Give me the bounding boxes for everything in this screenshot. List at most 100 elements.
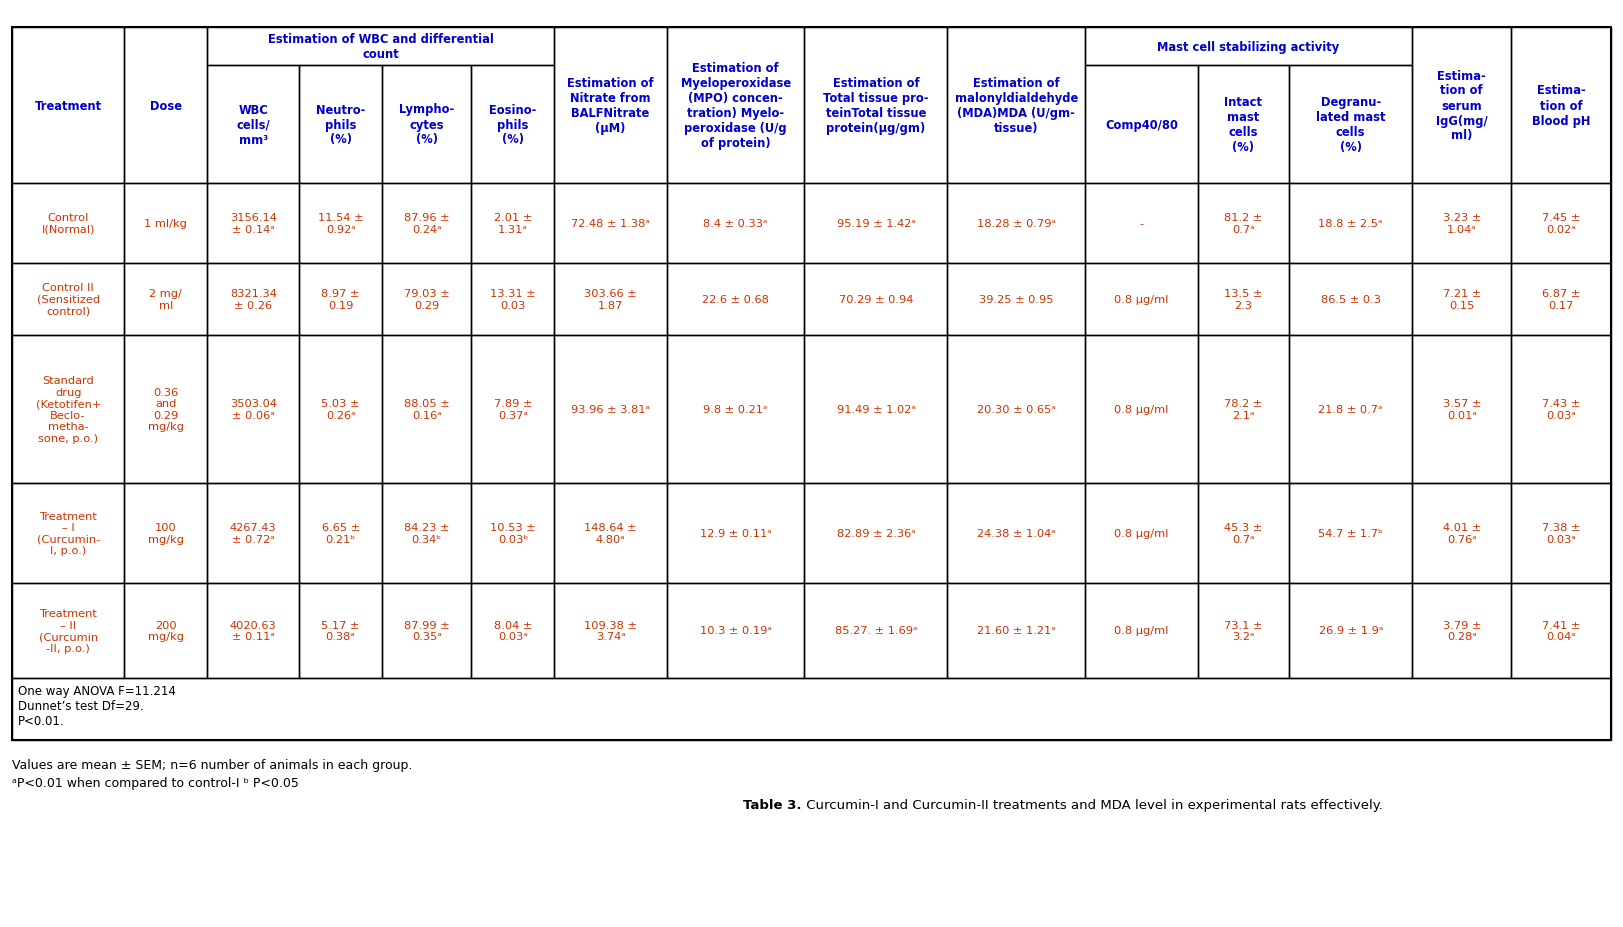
Bar [667, 184, 805, 263]
Bar [299, 583, 381, 679]
Text: -: - [1139, 219, 1144, 229]
Text: 22.6 ± 0.68: 22.6 ± 0.68 [703, 295, 769, 305]
Bar [11, 679, 1612, 740]
Bar [471, 66, 555, 184]
Text: Comp40/80: Comp40/80 [1105, 119, 1178, 132]
Text: Curcumin-I and Curcumin-II treatments and MDA level in experimental rats effecti: Curcumin-I and Curcumin-II treatments an… [802, 798, 1383, 811]
Text: WBC
cells/
mm³: WBC cells/ mm³ [237, 104, 269, 146]
Text: 11.54 ±
0.92ᵃ: 11.54 ± 0.92ᵃ [318, 213, 364, 235]
Bar [555, 184, 667, 263]
Text: One way ANOVA F=11.214
Dunnet’s test Df=29.
P<0.01.: One way ANOVA F=11.214 Dunnet’s test Df=… [18, 684, 175, 727]
Bar [1289, 184, 1412, 263]
Text: 8.4 ± 0.33ᵃ: 8.4 ± 0.33ᵃ [703, 219, 768, 229]
Bar [805, 583, 948, 679]
Text: 10.3 ± 0.19ᵃ: 10.3 ± 0.19ᵃ [700, 626, 771, 636]
Text: Standard
drug
(Ketotifen+
Beclo-
metha-
sone, p.o.): Standard drug (Ketotifen+ Beclo- metha- … [36, 375, 101, 443]
Bar [11, 28, 1612, 740]
Bar [11, 28, 125, 184]
Text: Estimation of
Nitrate from
BALFNitrate
(μM): Estimation of Nitrate from BALFNitrate (… [566, 77, 654, 134]
Text: 3.23 ±
1.04ᵃ: 3.23 ± 1.04ᵃ [1443, 213, 1480, 235]
Bar [805, 184, 948, 263]
Bar [299, 184, 381, 263]
Text: 303.66 ±
1.87: 303.66 ± 1.87 [584, 289, 636, 311]
Text: 82.89 ± 2.36ᵃ: 82.89 ± 2.36ᵃ [836, 528, 915, 539]
Text: 3.79 ±
0.28ᵃ: 3.79 ± 0.28ᵃ [1443, 620, 1480, 641]
Text: ᵃP<0.01 when compared to control-I ᵇ P<0.05: ᵃP<0.01 when compared to control-I ᵇ P<0… [11, 776, 299, 789]
Text: 6.65 ±
0.21ᵇ: 6.65 ± 0.21ᵇ [321, 523, 360, 544]
Bar [125, 28, 208, 184]
Bar [1086, 66, 1198, 184]
Text: 0.8 μg/ml: 0.8 μg/ml [1115, 528, 1169, 539]
Bar [555, 484, 667, 583]
Bar [805, 484, 948, 583]
Text: 91.49 ± 1.02ᵃ: 91.49 ± 1.02ᵃ [836, 404, 915, 414]
Text: 81.2 ±
0.7ᵃ: 81.2 ± 0.7ᵃ [1224, 213, 1263, 235]
Text: 24.38 ± 1.04ᵃ: 24.38 ± 1.04ᵃ [977, 528, 1055, 539]
Text: 1 ml/kg: 1 ml/kg [144, 219, 187, 229]
Bar [208, 484, 299, 583]
Text: 87.96 ±
0.24ᵃ: 87.96 ± 0.24ᵃ [404, 213, 450, 235]
Bar [381, 583, 471, 679]
Text: 5.17 ±
0.38ᵃ: 5.17 ± 0.38ᵃ [321, 620, 360, 641]
Text: 3.57 ±
0.01ᵃ: 3.57 ± 0.01ᵃ [1443, 399, 1480, 420]
Text: Values are mean ± SEM; n=6 number of animals in each group.: Values are mean ± SEM; n=6 number of ani… [11, 758, 412, 771]
Bar [381, 336, 471, 484]
Bar [1412, 484, 1511, 583]
Bar [208, 336, 299, 484]
Bar [948, 263, 1086, 336]
Bar [1511, 484, 1612, 583]
Text: 18.8 ± 2.5ᵃ: 18.8 ± 2.5ᵃ [1318, 219, 1383, 229]
Text: 70.29 ± 0.94: 70.29 ± 0.94 [839, 295, 914, 305]
Text: Estimation of
malonyldialdehyde
(MDA)MDA (U/gm-
tissue): Estimation of malonyldialdehyde (MDA)MDA… [954, 77, 1078, 134]
Bar [1412, 28, 1511, 184]
Bar [1289, 263, 1412, 336]
Bar [667, 583, 805, 679]
Bar [125, 336, 208, 484]
Text: 85.27. ± 1.69ᵃ: 85.27. ± 1.69ᵃ [834, 626, 917, 636]
Bar [1198, 583, 1289, 679]
Bar [471, 263, 555, 336]
Text: Treatment: Treatment [34, 99, 102, 112]
Text: 21.60 ± 1.21ᵃ: 21.60 ± 1.21ᵃ [977, 626, 1055, 636]
Bar [1086, 184, 1198, 263]
Bar [11, 484, 125, 583]
Bar [1198, 263, 1289, 336]
Bar [1289, 583, 1412, 679]
Text: 8.97 ±
0.19: 8.97 ± 0.19 [321, 289, 360, 311]
Text: 93.96 ± 3.81ᵃ: 93.96 ± 3.81ᵃ [571, 404, 649, 414]
Bar [299, 263, 381, 336]
Bar [1086, 263, 1198, 336]
Text: 100
mg/kg: 100 mg/kg [148, 523, 183, 544]
Text: 88.05 ±
0.16ᵃ: 88.05 ± 0.16ᵃ [404, 399, 450, 420]
Bar [299, 484, 381, 583]
Text: 87.99 ±
0.35ᵃ: 87.99 ± 0.35ᵃ [404, 620, 450, 641]
Bar [1086, 583, 1198, 679]
Text: 3156.14
± 0.14ᵃ: 3156.14 ± 0.14ᵃ [230, 213, 276, 235]
Text: 54.7 ± 1.7ᵇ: 54.7 ± 1.7ᵇ [1318, 528, 1383, 539]
Bar [125, 263, 208, 336]
Text: 0.8 μg/ml: 0.8 μg/ml [1115, 295, 1169, 305]
Text: 7.89 ±
0.37ᵃ: 7.89 ± 0.37ᵃ [493, 399, 532, 420]
Bar [1511, 28, 1612, 184]
Text: 7.41 ±
0.04ᵃ: 7.41 ± 0.04ᵃ [1542, 620, 1581, 641]
Bar [667, 484, 805, 583]
Text: Degranu-
lated mast
cells
(%): Degranu- lated mast cells (%) [1316, 95, 1386, 154]
Bar [1086, 28, 1412, 66]
Text: Lympho-
cytes
(%): Lympho- cytes (%) [399, 104, 454, 146]
Bar [948, 28, 1086, 184]
Text: 2 mg/
ml: 2 mg/ ml [149, 289, 182, 311]
Text: 2.01 ±
1.31ᵃ: 2.01 ± 1.31ᵃ [493, 213, 532, 235]
Bar [948, 184, 1086, 263]
Text: 200
mg/kg: 200 mg/kg [148, 620, 183, 641]
Bar [555, 336, 667, 484]
Bar [805, 336, 948, 484]
Text: 7.21 ±
0.15: 7.21 ± 0.15 [1443, 289, 1480, 311]
Text: 21.8 ± 0.7ᵃ: 21.8 ± 0.7ᵃ [1318, 404, 1383, 414]
Bar [299, 336, 381, 484]
Bar [208, 184, 299, 263]
Text: Eosino-
phils
(%): Eosino- phils (%) [489, 104, 537, 146]
Bar [11, 184, 125, 263]
Text: 3503.04
± 0.06ᵃ: 3503.04 ± 0.06ᵃ [230, 399, 276, 420]
Bar [948, 336, 1086, 484]
Text: Table 3.: Table 3. [743, 798, 802, 811]
